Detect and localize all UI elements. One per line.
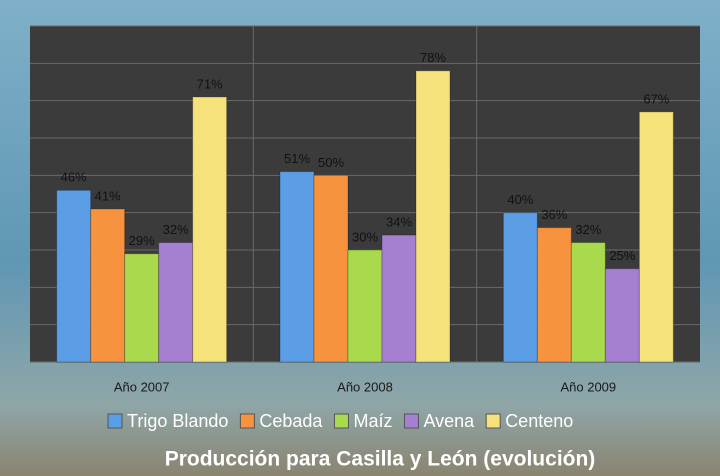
bar [159, 243, 193, 362]
data-label: 46% [61, 170, 87, 185]
bar [537, 228, 571, 362]
bar [416, 71, 450, 362]
data-label: 32% [163, 222, 189, 237]
bar [57, 190, 91, 362]
data-label: 51% [284, 151, 310, 166]
data-label: 36% [541, 207, 567, 222]
data-label: 78% [420, 50, 446, 65]
chart-title: Producción para Casilla y León (evolució… [165, 448, 596, 471]
x-tick-label: Año 2008 [337, 379, 393, 394]
bar [571, 243, 605, 362]
bar [639, 112, 673, 362]
bar [280, 172, 314, 362]
data-label: 41% [95, 188, 121, 203]
data-label: 67% [643, 91, 669, 106]
legend-label: Avena [423, 411, 475, 431]
legend-swatch [240, 414, 254, 428]
bar [91, 209, 125, 362]
data-label: 34% [386, 215, 412, 230]
bar [382, 235, 416, 362]
data-label: 40% [507, 192, 533, 207]
bar [348, 250, 382, 362]
bar [193, 97, 227, 362]
legend-label: Centeno [505, 411, 573, 431]
legend-label: Cebada [259, 411, 323, 431]
bar [503, 213, 537, 362]
legend-label: Trigo Blando [127, 411, 228, 431]
data-label: 29% [129, 233, 155, 248]
page: Producción para Casilla y León (evolució… [0, 0, 720, 476]
x-tick-label: Año 2009 [560, 379, 616, 394]
legend-label: Maíz [353, 411, 392, 431]
legend-swatch [334, 414, 348, 428]
legend-swatch [108, 414, 122, 428]
bar [314, 175, 348, 362]
bar [125, 254, 159, 362]
data-label: 71% [197, 76, 223, 91]
chart: Producción para Casilla y León (evolució… [0, 0, 720, 476]
legend-swatch [486, 414, 500, 428]
data-label: 30% [352, 229, 378, 244]
data-label: 50% [318, 155, 344, 170]
legend-swatch [404, 414, 418, 428]
data-label: 32% [575, 222, 601, 237]
x-tick-label: Año 2007 [114, 379, 170, 394]
bar [605, 269, 639, 362]
data-label: 25% [609, 248, 635, 263]
